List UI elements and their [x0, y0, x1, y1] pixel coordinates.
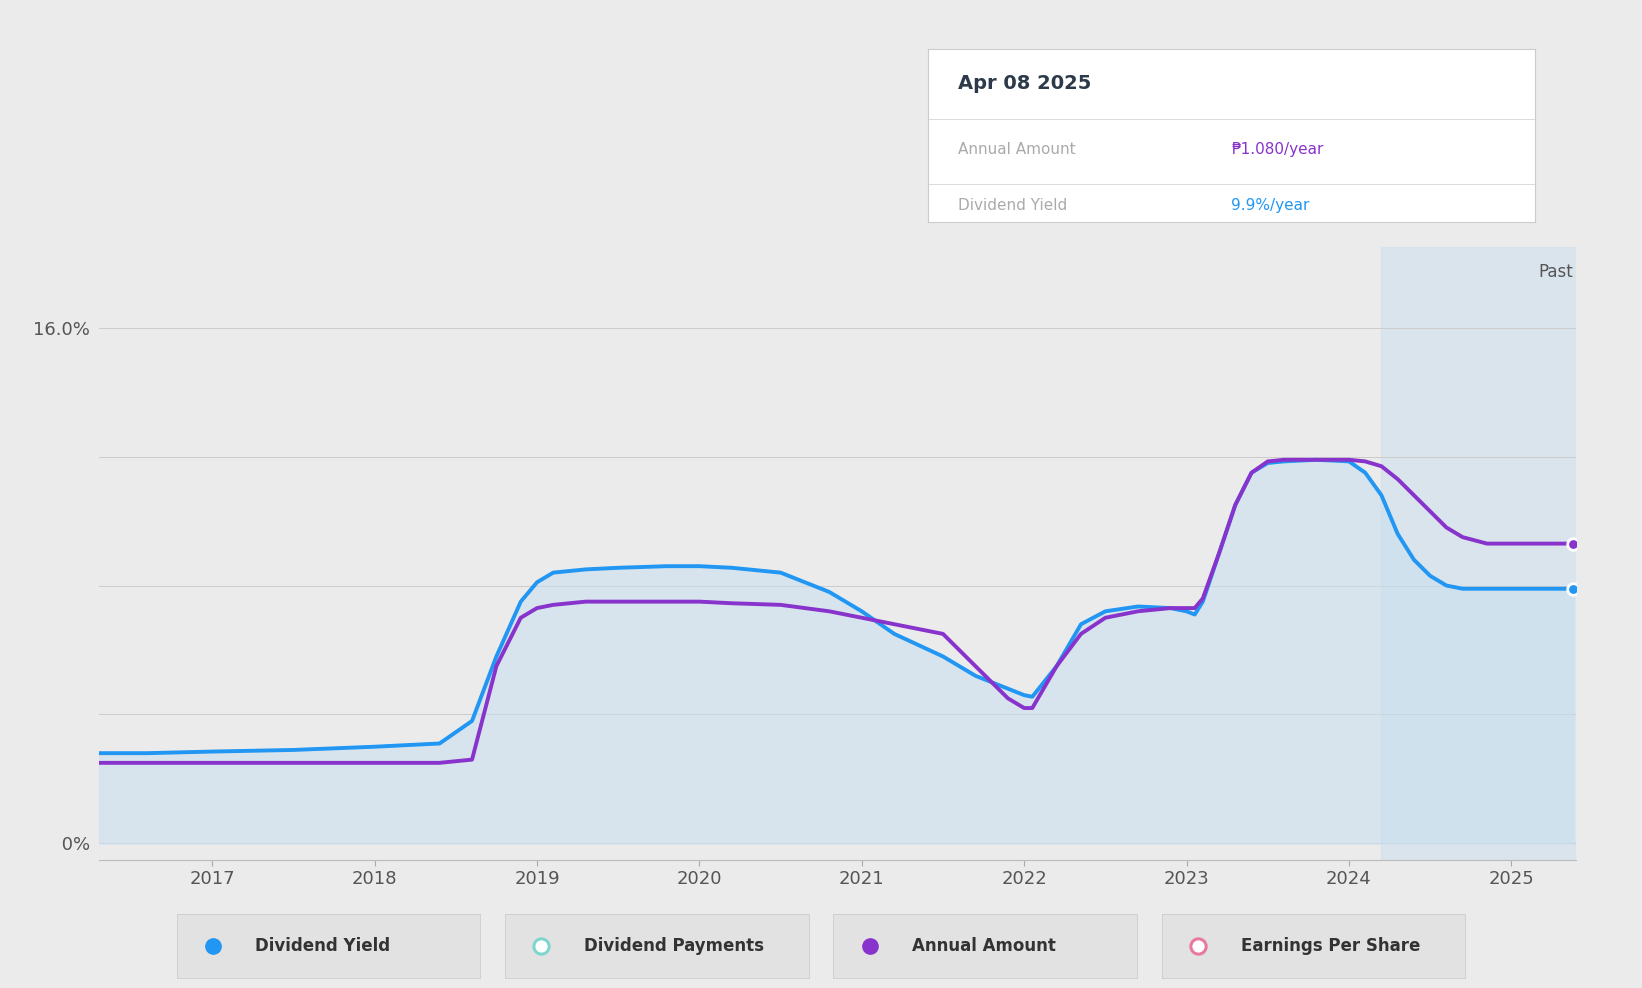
Bar: [1381, 247, 1589, 860]
Text: Dividend Yield: Dividend Yield: [256, 937, 391, 955]
Text: Dividend Yield: Dividend Yield: [957, 198, 1067, 212]
Text: Annual Amount: Annual Amount: [957, 142, 1076, 157]
Text: Annual Amount: Annual Amount: [913, 937, 1056, 955]
Text: Apr 08 2025: Apr 08 2025: [957, 74, 1092, 94]
Text: 9.9%/year: 9.9%/year: [1232, 198, 1310, 212]
Point: [1560, 581, 1586, 597]
Text: Earnings Per Share: Earnings Per Share: [1241, 937, 1420, 955]
Point: [1560, 535, 1586, 551]
Text: Past: Past: [1539, 263, 1573, 282]
Text: ₱1.080/year: ₱1.080/year: [1232, 142, 1323, 157]
Text: Dividend Payments: Dividend Payments: [585, 937, 764, 955]
